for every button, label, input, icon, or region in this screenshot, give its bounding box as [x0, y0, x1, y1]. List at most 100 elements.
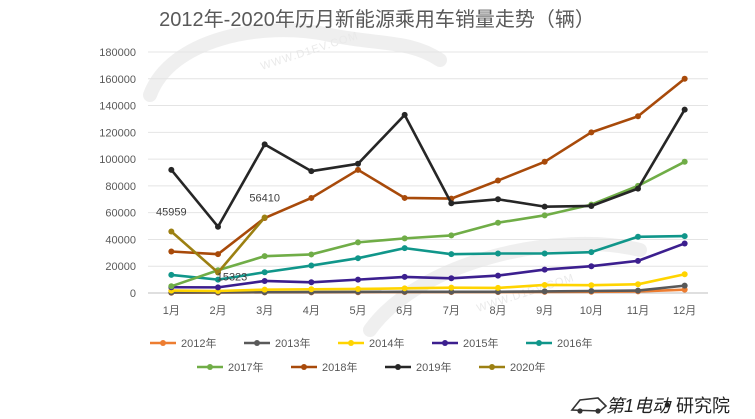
data-point: [448, 251, 455, 258]
data-label: 15323: [217, 271, 248, 283]
legend-label: 2015年: [463, 336, 498, 350]
y-tick-label: 60000: [105, 208, 136, 220]
data-point: [495, 272, 501, 279]
legend-marker: [489, 364, 495, 370]
data-point: [261, 214, 268, 221]
legend-label: 2013年: [275, 336, 310, 350]
legend-item: 2017年: [197, 360, 263, 374]
data-point: [635, 113, 641, 120]
data-point: [588, 202, 595, 209]
data-point: [261, 277, 268, 284]
data-point: [215, 269, 221, 276]
data-point: [541, 266, 548, 273]
data-point: [261, 253, 268, 260]
x-tick-label: 5月: [349, 305, 366, 317]
data-point: [448, 288, 455, 295]
x-tick-label: 8月: [489, 305, 506, 317]
legend-label: 2014年: [369, 336, 404, 350]
series-line: [171, 234, 685, 281]
x-tick-label: 4月: [303, 305, 320, 317]
data-point: [355, 285, 361, 292]
data-point: [308, 279, 315, 286]
legend-item: 2019年: [385, 360, 451, 374]
data-point: [215, 276, 221, 283]
data-point: [681, 271, 688, 278]
data-point: [261, 286, 268, 293]
series-line: [171, 242, 686, 289]
x-axis-ticks: 1月 2月 3月 4月 5月 6月 7月 8月 9月 10月 11月 12月: [163, 305, 697, 317]
legend-marker: [160, 340, 166, 346]
data-point: [401, 245, 408, 252]
series-line: [170, 160, 686, 288]
data-point: [168, 248, 175, 255]
chart-title: 2012年-2020年历月新能源乘用车销量走势（辆）: [159, 8, 595, 31]
data-point: [681, 158, 688, 165]
x-tick-label: 3月: [256, 305, 273, 317]
data-point: [168, 271, 175, 278]
data-point: [448, 275, 455, 282]
series-line: [171, 284, 685, 294]
legend-item: 2014年: [338, 336, 404, 350]
data-point: [355, 160, 361, 167]
x-tick-label: 11月: [627, 305, 649, 317]
legend-marker: [348, 340, 354, 346]
data-label: 45959: [156, 206, 187, 218]
data-point: [541, 212, 548, 219]
data-point: [495, 219, 501, 226]
data-point: [308, 194, 315, 201]
data-label: 56410: [249, 192, 280, 204]
legend-label: 2018年: [322, 360, 357, 374]
legend-label: 2016年: [557, 336, 592, 350]
series-2016年: [168, 233, 688, 283]
series-2020年: [168, 214, 268, 276]
data-point: [261, 269, 268, 276]
legend-marker: [395, 364, 401, 370]
legend-item: 2012年: [150, 336, 216, 350]
footer-label: 研究院: [676, 396, 730, 416]
legend-marker: [536, 340, 542, 346]
series-line: [170, 108, 686, 229]
x-tick-label: 6月: [396, 305, 413, 317]
data-point: [635, 281, 641, 288]
data-point: [588, 249, 595, 256]
data-point: [681, 240, 688, 247]
data-point: [588, 287, 595, 294]
legend-label: 2020年: [510, 360, 545, 374]
data-point: [635, 185, 641, 192]
data-point: [495, 177, 501, 184]
data-point: [355, 166, 361, 173]
data-point: [401, 194, 408, 201]
data-point: [588, 263, 595, 270]
data-point: [215, 284, 221, 291]
data-point: [448, 200, 455, 207]
legend: 2012年 2013年 2014年 2015年 2016年 2017年 2018年 2019年…: [150, 336, 592, 374]
data-point: [635, 257, 641, 264]
series-2019年: [168, 106, 688, 230]
data-point: [541, 281, 548, 288]
x-tick-label: 1月: [163, 305, 180, 317]
data-point: [355, 255, 361, 262]
x-tick-label: 9月: [536, 305, 553, 317]
y-tick-label: 160000: [99, 74, 136, 86]
legend-marker: [254, 340, 260, 346]
y-tick-label: 180000: [99, 47, 136, 59]
data-point: [681, 233, 688, 240]
legend-marker: [442, 340, 448, 346]
footer-brand-name: 第1电动: [606, 396, 672, 416]
x-tick-label: 7月: [443, 305, 460, 317]
data-point: [541, 203, 548, 210]
footer-brand: 第1电动 • 研究院: [570, 395, 730, 416]
y-tick-label: 140000: [99, 101, 136, 113]
data-point: [495, 250, 501, 257]
x-tick-label: 2月: [209, 305, 226, 317]
data-point: [355, 239, 361, 246]
data-point: [681, 75, 688, 82]
x-tick-label: 10月: [580, 305, 603, 317]
series-line: [171, 77, 686, 256]
y-axis-ticks: 0 20000 40000 60000 80000 100000 120000 140000 1…: [99, 47, 136, 300]
data-point: [168, 283, 175, 290]
data-point: [541, 250, 548, 257]
data-point: [215, 223, 221, 230]
legend-label: 2017年: [228, 360, 263, 374]
data-point: [588, 282, 595, 289]
